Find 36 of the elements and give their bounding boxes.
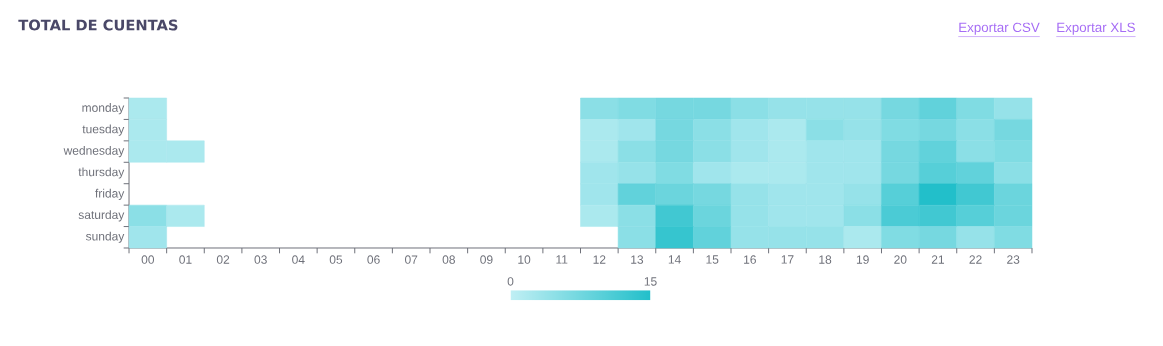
x-tick-label: 06 (367, 255, 380, 264)
x-tick-label: 17 (781, 255, 794, 264)
y-tick-label: wednesday (63, 145, 125, 158)
x-tick-label: 22 (969, 255, 982, 264)
y-tick-label: friday (95, 188, 125, 201)
x-tick-label: 01 (179, 255, 192, 264)
text: Exportar CSV (959, 22, 1040, 35)
x-tick-label: 08 (442, 255, 455, 264)
x-tick-label: 05 (329, 255, 343, 264)
x-tick-label: 13 (631, 255, 644, 264)
x-tick-label: 10 (518, 255, 531, 264)
x-tick-label: 12 (593, 255, 606, 264)
x-tick-label: 09 (480, 255, 493, 264)
y-tick-label: sunday (85, 231, 125, 243)
x-tick-label: 07 (404, 255, 418, 264)
x-tick-label: 00 (141, 255, 155, 264)
x-tick-label: 19 (856, 255, 869, 264)
x-tick-label: 11 (556, 255, 568, 264)
color-bar-label: 15 (644, 277, 657, 286)
x-tick-label: 04 (292, 255, 305, 264)
x-tick-label: 02 (216, 255, 230, 264)
chart-title: TOTAL DE CUENTAS (18, 19, 178, 31)
x-tick-label: 16 (744, 255, 756, 264)
y-tick-label: thursday (78, 167, 125, 179)
color-bar-label: 0 (507, 277, 514, 286)
x-tick-label: 21 (931, 255, 945, 264)
x-tick-label: 14 (668, 255, 681, 264)
x-tick-label: 20 (894, 255, 907, 264)
y-tick-label: saturday (78, 210, 125, 222)
x-tick-label: 03 (254, 255, 267, 264)
x-tick-label: 18 (819, 255, 832, 264)
y-tick-label: tuesday (82, 124, 125, 136)
x-tick-label: 23 (1007, 255, 1020, 264)
y-tick-label: monday (82, 103, 125, 115)
text: Exportar XLS (1057, 22, 1135, 35)
x-tick-label: 15 (706, 255, 719, 264)
